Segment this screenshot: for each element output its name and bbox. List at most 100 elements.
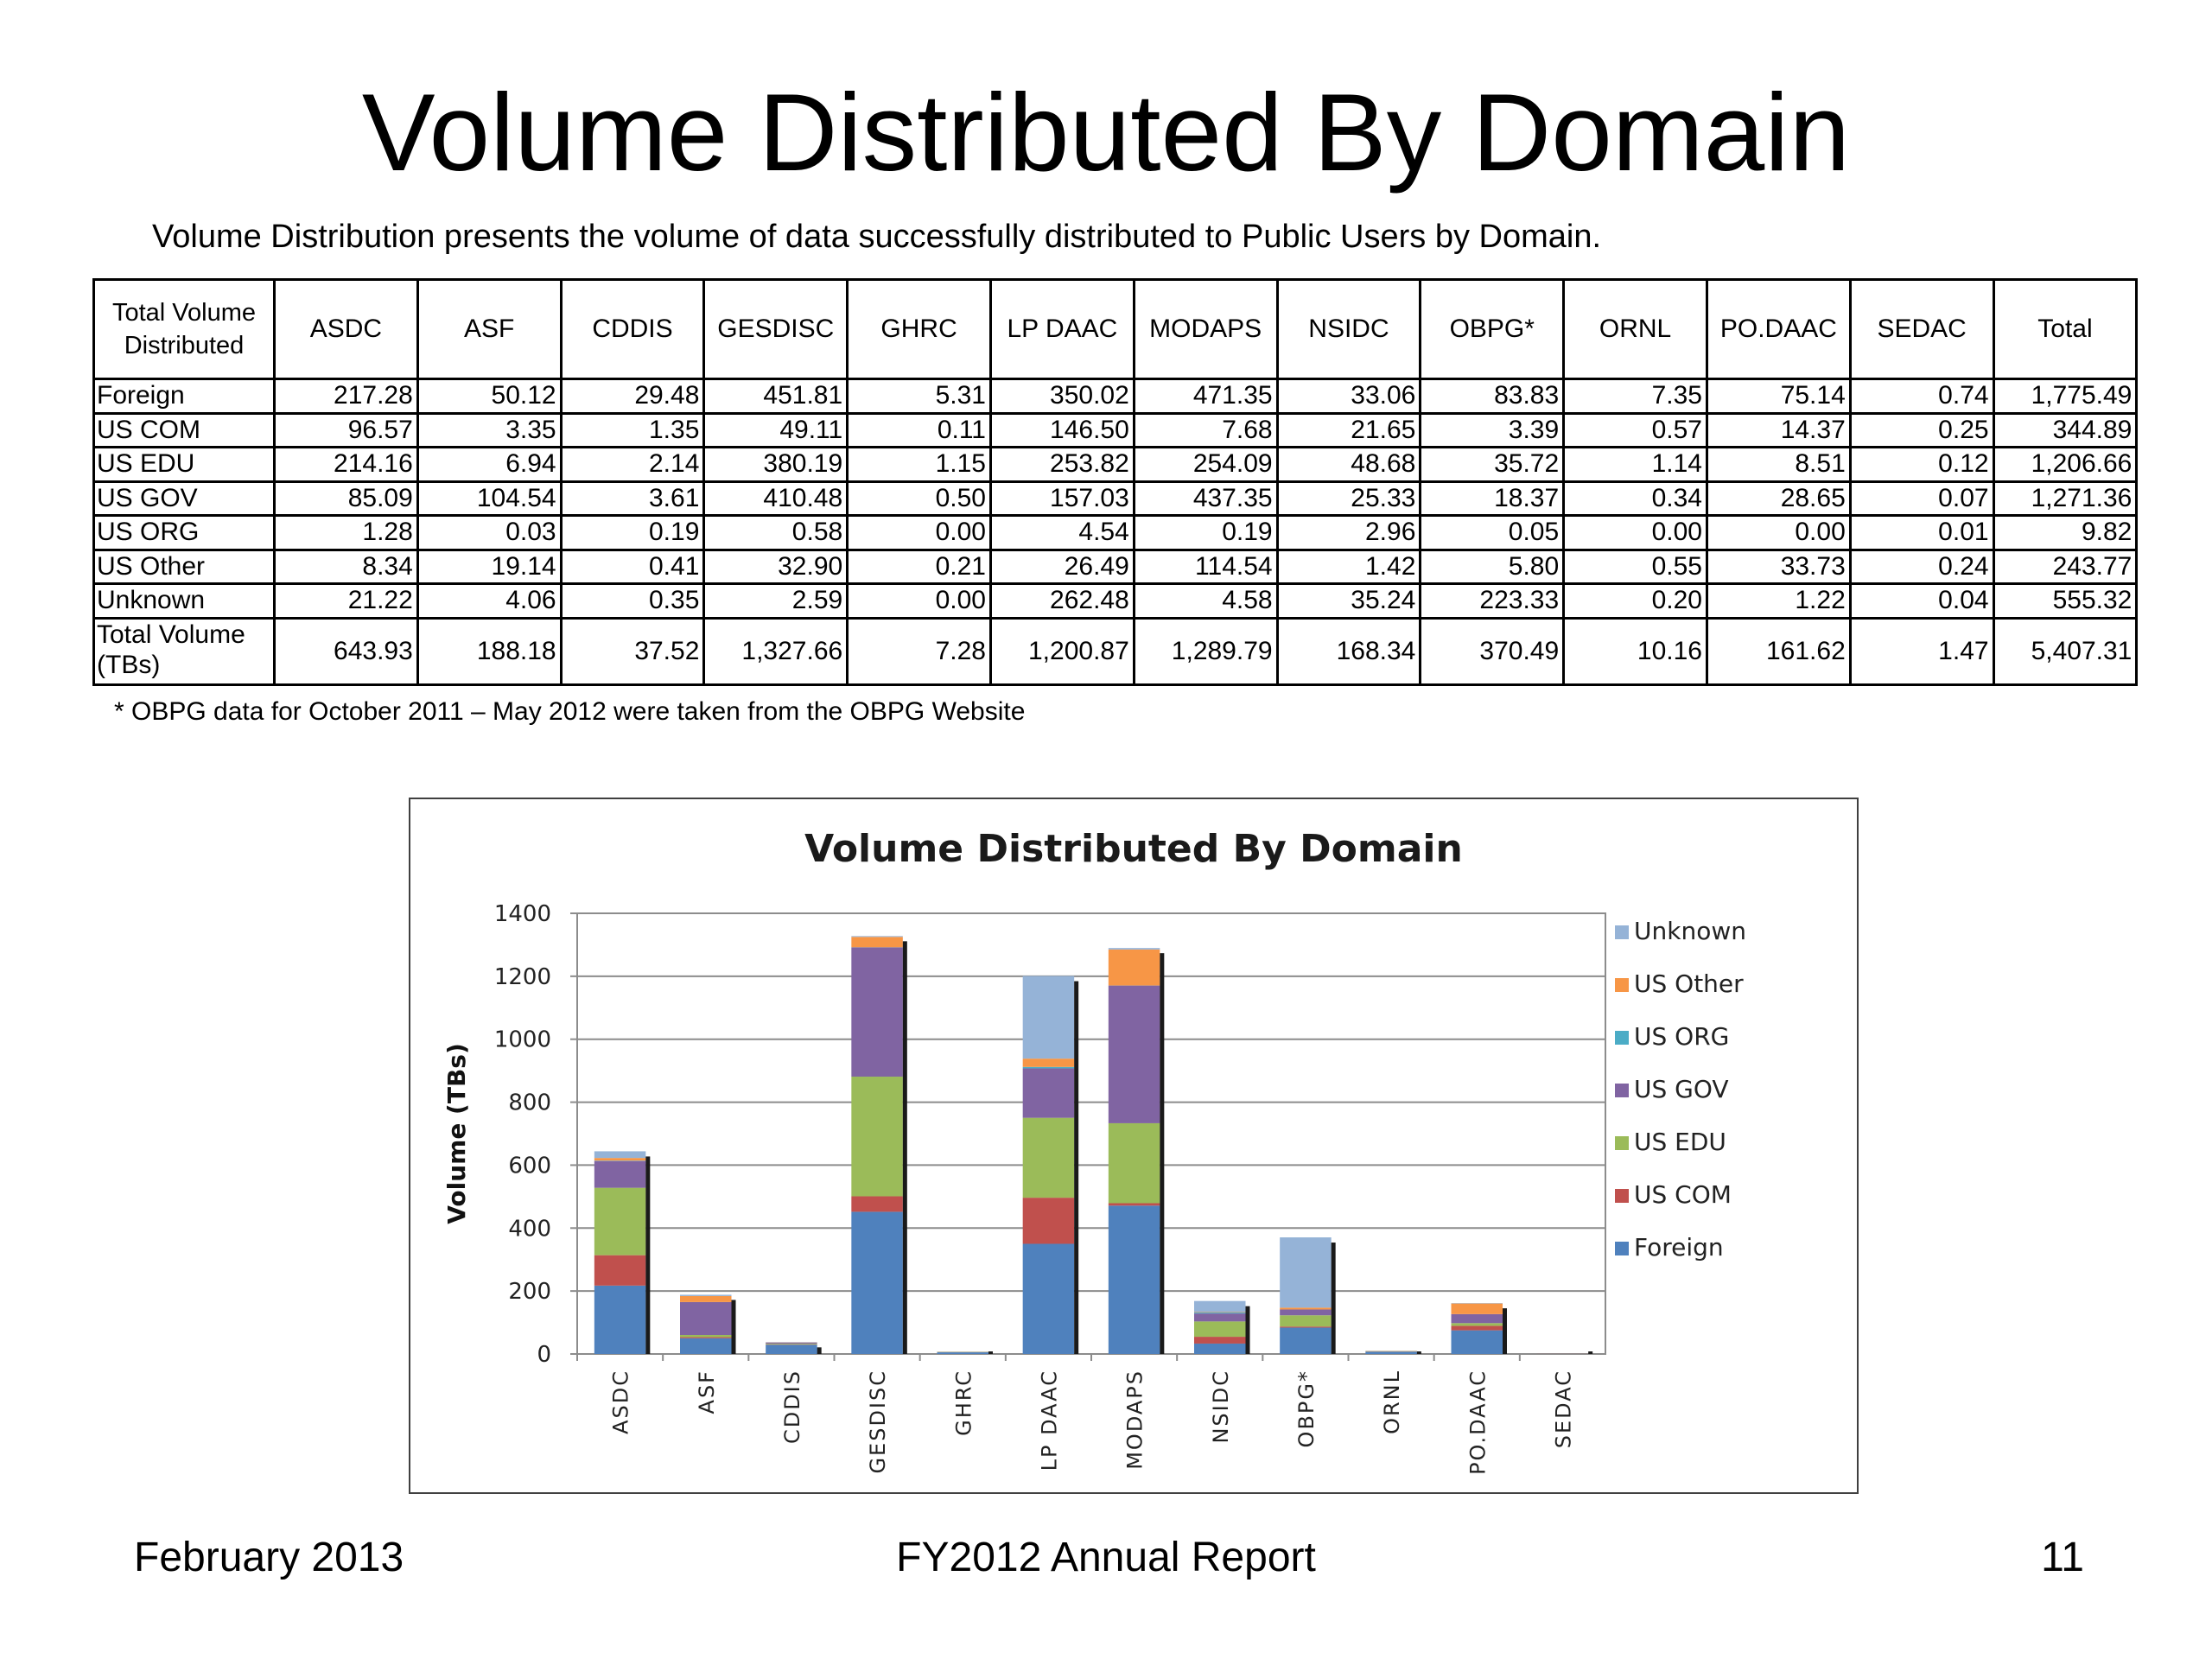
table-cell: 104.54: [416, 480, 563, 517]
table-cell: 96.57: [273, 411, 419, 448]
table-cell: 7.28: [846, 616, 992, 686]
table-cell: 1,327.66: [702, 616, 849, 686]
bar-segment: [1108, 948, 1160, 950]
bar-segment: [1108, 1122, 1160, 1204]
bar-segment: [594, 1160, 646, 1188]
table-row: Unknown 21.22 4.06 0.35 2.59 0.00 262.48 4.58 35…: [92, 582, 2139, 620]
table-cell: 0.57: [1562, 411, 1708, 448]
bar-shadow: [1160, 953, 1165, 1354]
table-cell: 370.49: [1419, 616, 1566, 686]
table-cell: 1.47: [1848, 616, 1995, 686]
table-row: US COM 96.57 3.35 1.35 49.11 0.11 146.50 7.68 21…: [92, 411, 2139, 448]
table-cell: 49.11: [702, 411, 849, 448]
table-cell: 4.58: [1132, 582, 1279, 620]
x-tick-label: ORNL: [1380, 1370, 1404, 1434]
bar-segment: [766, 1342, 817, 1344]
table-cell: 471.35: [1132, 378, 1279, 415]
table-cell: 0.00: [1705, 514, 1852, 551]
table-cell: 157.03: [988, 480, 1135, 517]
table-cell: 85.09: [273, 480, 419, 517]
footer-date: February 2013: [134, 1535, 404, 1580]
bar-segment: [594, 1187, 646, 1255]
bar-segment: [766, 1344, 817, 1354]
y-tick-label: 600: [508, 1153, 551, 1179]
bar-segment: [1365, 1351, 1417, 1354]
x-tick-label: ASDC: [609, 1370, 633, 1434]
table-cell: 161.62: [1705, 616, 1852, 686]
x-tick-label: GESDISC: [866, 1370, 890, 1474]
table-cell: 223.33: [1419, 582, 1566, 620]
table-column-header: Total: [1992, 278, 2139, 380]
legend-swatch: [1615, 1084, 1629, 1097]
table-cell: 168.34: [1275, 616, 1422, 686]
bar-segment: [1451, 1303, 1503, 1314]
bar-shadow: [1416, 1351, 1421, 1354]
bar-segment: [594, 1285, 646, 1354]
table-cell: 0.21: [846, 548, 992, 585]
y-tick-label: 0: [537, 1342, 551, 1368]
table-cell: 243.77: [1992, 548, 2139, 585]
table-cell: 214.16: [273, 446, 419, 483]
table-column-header: CDDIS: [559, 278, 706, 380]
table-cell: 0.34: [1562, 480, 1708, 517]
table-cell: 35.24: [1275, 582, 1422, 620]
table-cell: 5,407.31: [1992, 616, 2139, 686]
bar-segment: [1108, 1203, 1160, 1206]
table-cell: 48.68: [1275, 446, 1422, 483]
table-cell: 21.65: [1275, 411, 1422, 448]
table-cell: 1,289.79: [1132, 616, 1279, 686]
table-cell: 410.48: [702, 480, 849, 517]
table-cell: 451.81: [702, 378, 849, 415]
table-cell: 6.94: [416, 446, 563, 483]
chart-title: Volume Distributed By Domain: [804, 827, 1463, 871]
bar-segment: [851, 1211, 903, 1354]
bar-segment: [1022, 1243, 1075, 1354]
table-cell: 28.65: [1705, 480, 1852, 517]
table-cell: 2.96: [1275, 514, 1422, 551]
plot-area: [576, 912, 1606, 1355]
table-column-header: LP DAAC: [988, 278, 1135, 380]
table-cell: 1.35: [559, 411, 706, 448]
bar-segment: [1022, 1198, 1075, 1244]
legend-swatch: [1615, 1136, 1629, 1150]
table-cell: 3.35: [416, 411, 563, 448]
table-row: Foreign 217.28 50.12 29.48 451.81 5.31 350.02 4…: [92, 378, 2139, 415]
table-footnote: * OBPG data for October 2011 – May 2012 …: [114, 697, 1026, 726]
bar-segment: [1280, 1309, 1332, 1316]
bar-segment: [1022, 1117, 1075, 1198]
bar-segment: [1108, 1205, 1160, 1354]
table-cell: 83.83: [1419, 378, 1566, 415]
bar-segment: [680, 1338, 732, 1354]
bar-segment: [851, 937, 903, 948]
bar-shadow: [1245, 1306, 1250, 1354]
table-cell: 0.11: [846, 411, 992, 448]
bar-shadow: [988, 1351, 993, 1354]
bar-segment: [1280, 1237, 1332, 1308]
bar-segment: [680, 1301, 732, 1335]
legend-label: US EDU: [1634, 1128, 1726, 1156]
table-cell: 0.55: [1562, 548, 1708, 585]
table-cell: 33.73: [1705, 548, 1852, 585]
bar-shadow: [817, 1347, 822, 1354]
table-cell: 437.35: [1132, 480, 1279, 517]
table-cell: 4.06: [416, 582, 563, 620]
legend-label: US GOV: [1634, 1075, 1729, 1103]
footer-report-title: FY2012 Annual Report: [896, 1535, 1316, 1580]
bar-shadow: [1331, 1243, 1336, 1354]
table-cell: 0.24: [1848, 548, 1995, 585]
table-cell: 1,775.49: [1992, 378, 2139, 415]
table-cell: 25.33: [1275, 480, 1422, 517]
table-cell: 0.00: [1562, 514, 1708, 551]
table-row: US ORG 1.28 0.03 0.19 0.58 0.00 4.54 0.19 2.96 0.…: [92, 514, 2139, 551]
table-cell: 75.14: [1705, 378, 1852, 415]
bar-segment: [680, 1295, 732, 1302]
table-cell: 0.00: [846, 582, 992, 620]
table-cell: 188.18: [416, 616, 563, 686]
table-cell: 1,271.36: [1992, 480, 2139, 517]
table-row: US GOV 85.09 104.54 3.61 410.48 0.50 157.03 437…: [92, 480, 2139, 517]
bar-segment: [1022, 976, 1075, 1059]
y-tick-label: 1400: [494, 901, 551, 927]
table-cell: 0.04: [1848, 582, 1995, 620]
table-cell: 0.05: [1419, 514, 1566, 551]
bar-shadow: [1074, 981, 1079, 1354]
